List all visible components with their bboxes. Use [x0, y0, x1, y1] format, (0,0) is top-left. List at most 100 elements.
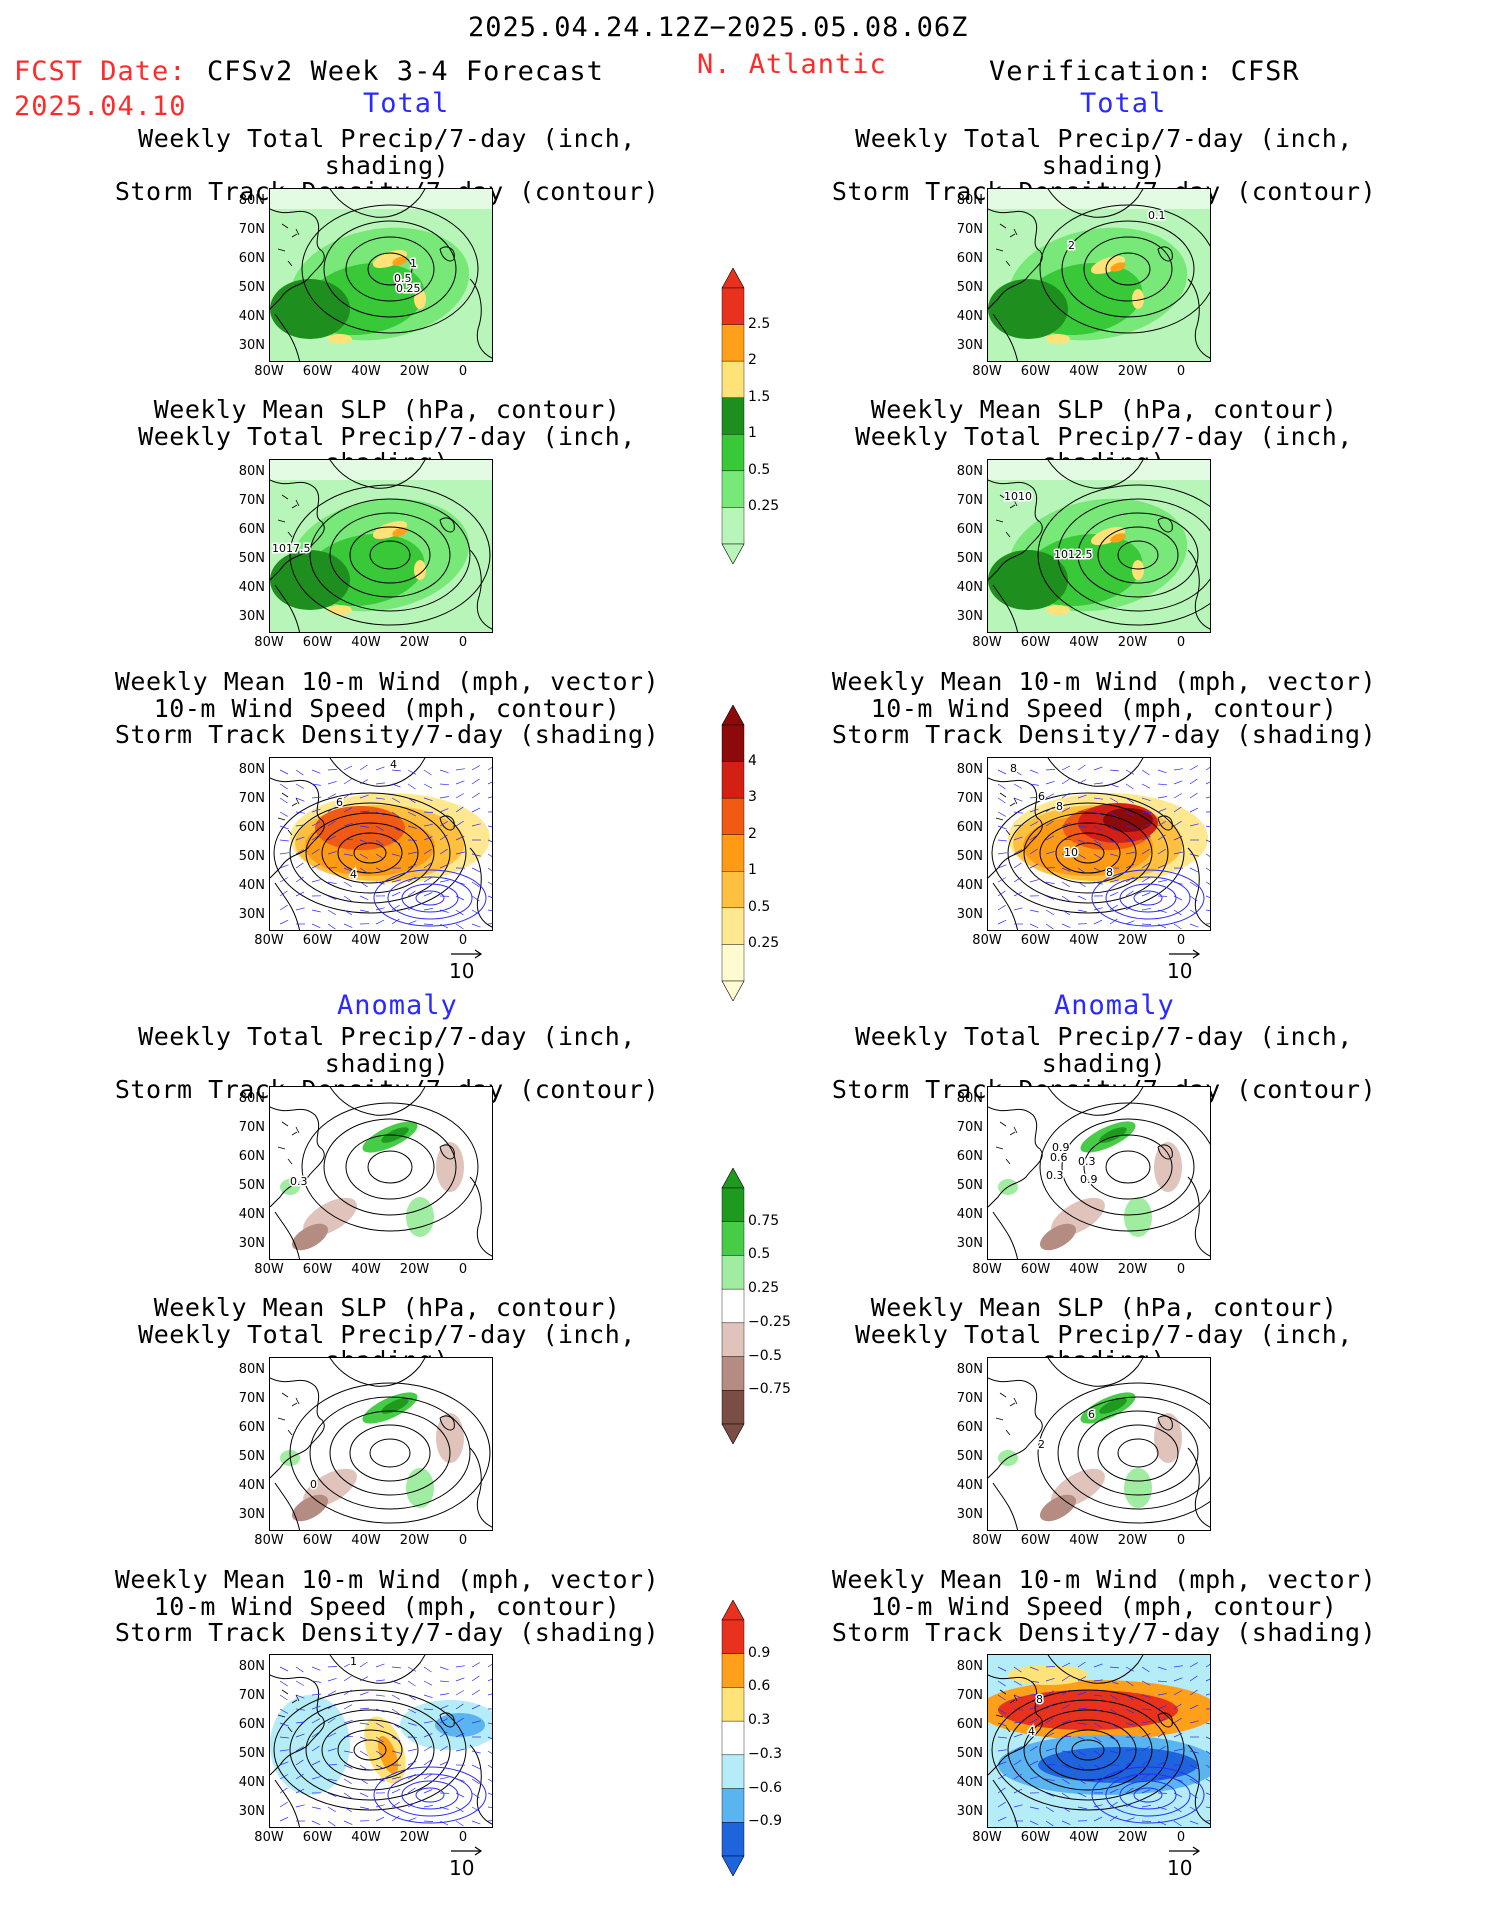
lat-tick-label: 70N	[956, 222, 983, 237]
colorbar-label: 1	[748, 425, 757, 442]
contour-label: 4	[350, 868, 357, 881]
panel-title-line: Storm Track Density/7-day (shading)	[831, 1618, 1377, 1647]
lat-tick-label: 50N	[238, 849, 265, 864]
lat-tick-label: 70N	[238, 1688, 265, 1703]
panel-title-line: Storm Track Density/7-day (shading)	[831, 720, 1377, 749]
colorbar-label: 1	[748, 862, 757, 879]
vector-reference-value: 10	[449, 959, 475, 983]
colorbar-label: −0.5	[748, 1347, 782, 1364]
lat-tick-label: 60N	[956, 820, 983, 835]
colorbar-label: 2	[748, 352, 757, 369]
lon-tick-label: 60W	[1020, 1830, 1051, 1845]
lon-tick-label: 0	[458, 1830, 468, 1845]
lon-tick-label: 80W	[972, 1262, 1002, 1277]
lon-tick-label: 80W	[254, 1830, 284, 1845]
map-panel: 0	[269, 1357, 493, 1531]
lon-tick-label: 60W	[302, 1262, 333, 1277]
lon-tick-label: 0	[1176, 364, 1186, 379]
lon-tick-label: 80W	[254, 1262, 284, 1277]
lon-tick-label: 80W	[254, 933, 284, 948]
section-total-right: Total	[1080, 88, 1167, 119]
lat-tick-label: 30N	[238, 907, 265, 922]
contour-label: 2	[1038, 1438, 1045, 1451]
lat-tick-label: 80N	[956, 1659, 983, 1674]
panel-title-line: Weekly Mean 10-m Wind (mph, vector)	[831, 1565, 1377, 1594]
panel-title: Weekly Mean 10-m Wind (mph, vector) 10-m …	[804, 1565, 1404, 1647]
lon-tick-label: 60W	[1020, 933, 1051, 948]
vector-reference: 10	[1167, 949, 1203, 983]
colorbar-label: −0.9	[748, 1813, 782, 1830]
lon-tick-label: 20W	[1117, 364, 1148, 379]
lon-tick-label: 20W	[1117, 1262, 1148, 1277]
lon-tick-label: 20W	[1117, 933, 1148, 948]
lon-tick-label: 80W	[254, 364, 284, 379]
vector-reference: 10	[449, 1846, 485, 1880]
contour-label: 0.3	[1046, 1169, 1064, 1182]
contour-label: 1012.5	[1054, 548, 1093, 561]
panel-title-line: Weekly Mean SLP (hPa, contour)	[153, 1293, 621, 1322]
contour-label: 8	[1106, 866, 1113, 879]
lat-tick-label: 50N	[956, 1449, 983, 1464]
lat-tick-label: 40N	[956, 580, 983, 595]
colorbar	[721, 705, 745, 1001]
panel-title-line: Weekly Mean 10-m Wind (mph, vector)	[831, 667, 1377, 696]
lat-tick-label: 30N	[956, 907, 983, 922]
colorbar-label: 1.5	[748, 388, 771, 405]
colorbar	[721, 268, 745, 564]
colorbar-label: 0.25	[748, 935, 780, 952]
lon-tick-label: 40W	[351, 1533, 381, 1548]
lat-tick-label: 40N	[238, 878, 265, 893]
colorbar-label: 0.5	[748, 1246, 771, 1263]
lon-tick-label: 80W	[972, 635, 1002, 650]
colorbar-label: 2.5	[748, 315, 771, 332]
lon-tick-label: 20W	[399, 933, 430, 948]
contour-label: 1017.5	[272, 542, 311, 555]
panel-title-line: Weekly Mean 10-m Wind (mph, vector)	[114, 1565, 660, 1594]
lon-tick-label: 40W	[351, 1262, 381, 1277]
contour-label: 6	[1088, 1408, 1095, 1421]
lat-tick-label: 50N	[956, 849, 983, 864]
contour-label: 0.3	[290, 1175, 308, 1188]
lon-tick-label: 40W	[1069, 1262, 1099, 1277]
panel-title-line: Weekly Total Precip/7-day (inch, shading…	[855, 1022, 1353, 1078]
lat-tick-label: 30N	[956, 338, 983, 353]
lat-tick-label: 40N	[956, 878, 983, 893]
lon-tick-label: 60W	[302, 364, 333, 379]
lat-tick-label: 60N	[956, 1420, 983, 1435]
map-svg: 1	[270, 1655, 492, 1827]
map-panel: 1010 1012.5	[987, 459, 1211, 633]
lat-tick-label: 40N	[238, 1775, 265, 1790]
contour-label: 0	[310, 1478, 317, 1491]
panel-title-line: 10-m Wind Speed (mph, contour)	[153, 1591, 621, 1621]
vector-reference-value: 10	[1167, 959, 1193, 983]
lat-tick-label: 40N	[238, 309, 265, 324]
colorbar-label: 0.75	[748, 1212, 780, 1229]
contour-label: 8	[1056, 800, 1063, 813]
lon-tick-label: 20W	[399, 1262, 430, 1277]
panel-title-line: Weekly Total Precip/7-day (inch, shading…	[855, 1319, 1353, 1374]
colorbar-label: 4	[748, 752, 757, 769]
colorbar-label: 0.25	[748, 1280, 780, 1297]
lat-tick-label: 50N	[238, 1746, 265, 1761]
lat-tick-label: 80N	[238, 762, 265, 777]
vector-reference-value: 10	[449, 1856, 475, 1880]
lat-tick-label: 50N	[238, 551, 265, 566]
panel-title-line: Storm Track Density/7-day (shading)	[114, 1618, 660, 1647]
contour-label: 10	[1064, 846, 1078, 859]
colorbar-label: 2	[748, 825, 757, 842]
vector-reference-value: 10	[1167, 1856, 1193, 1880]
map-svg: 1010 1012.5	[988, 460, 1210, 632]
lon-tick-label: 40W	[351, 933, 381, 948]
colorbar-label: 3	[748, 789, 757, 806]
lat-tick-label: 30N	[238, 338, 265, 353]
lat-tick-label: 60N	[956, 1149, 983, 1164]
lat-tick-label: 80N	[238, 1362, 265, 1377]
lon-tick-label: 40W	[1069, 933, 1099, 948]
lat-tick-label: 50N	[238, 1178, 265, 1193]
lat-tick-label: 70N	[238, 1391, 265, 1406]
lat-tick-label: 70N	[956, 1120, 983, 1135]
lat-tick-label: 70N	[956, 791, 983, 806]
lat-tick-label: 30N	[956, 1804, 983, 1819]
map-panel: 0.1 2	[987, 188, 1211, 362]
